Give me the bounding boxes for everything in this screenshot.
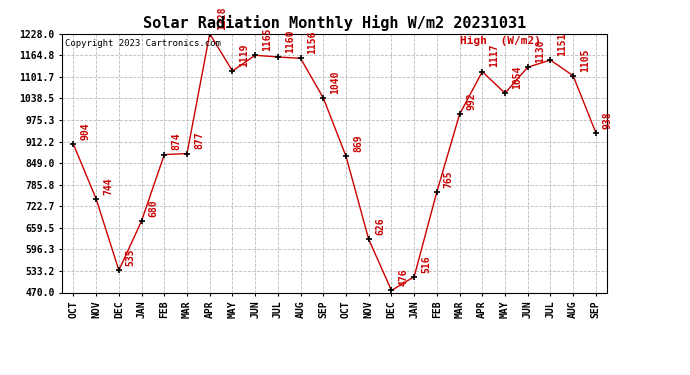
Text: 744: 744	[103, 177, 113, 195]
Text: 938: 938	[603, 111, 613, 129]
Text: 1040: 1040	[331, 70, 340, 94]
Text: 1160: 1160	[285, 29, 295, 53]
Text: 680: 680	[148, 199, 159, 217]
Text: 1156: 1156	[308, 31, 317, 54]
Text: 765: 765	[444, 170, 454, 188]
Text: 1130: 1130	[535, 39, 544, 63]
Text: 535: 535	[126, 249, 136, 266]
Text: 516: 516	[421, 255, 431, 273]
Text: 877: 877	[194, 132, 204, 149]
Text: 1151: 1151	[558, 32, 567, 56]
Text: 1119: 1119	[239, 43, 249, 67]
Title: Solar Radiation Monthly High W/m2 20231031: Solar Radiation Monthly High W/m2 202310…	[143, 15, 526, 31]
Text: 1228: 1228	[217, 6, 227, 30]
Text: 1054: 1054	[512, 66, 522, 89]
Text: 1105: 1105	[580, 48, 590, 72]
Text: 904: 904	[81, 123, 90, 140]
Text: 1165: 1165	[262, 28, 272, 51]
Text: 476: 476	[398, 268, 408, 286]
Text: 626: 626	[375, 217, 386, 235]
Text: 874: 874	[171, 133, 181, 150]
Text: High  (W/m2): High (W/m2)	[460, 36, 541, 46]
Text: 869: 869	[353, 135, 363, 152]
Text: 992: 992	[466, 93, 477, 110]
Text: 1117: 1117	[489, 44, 500, 68]
Text: Copyright 2023 Cartronics.com: Copyright 2023 Cartronics.com	[65, 39, 221, 48]
